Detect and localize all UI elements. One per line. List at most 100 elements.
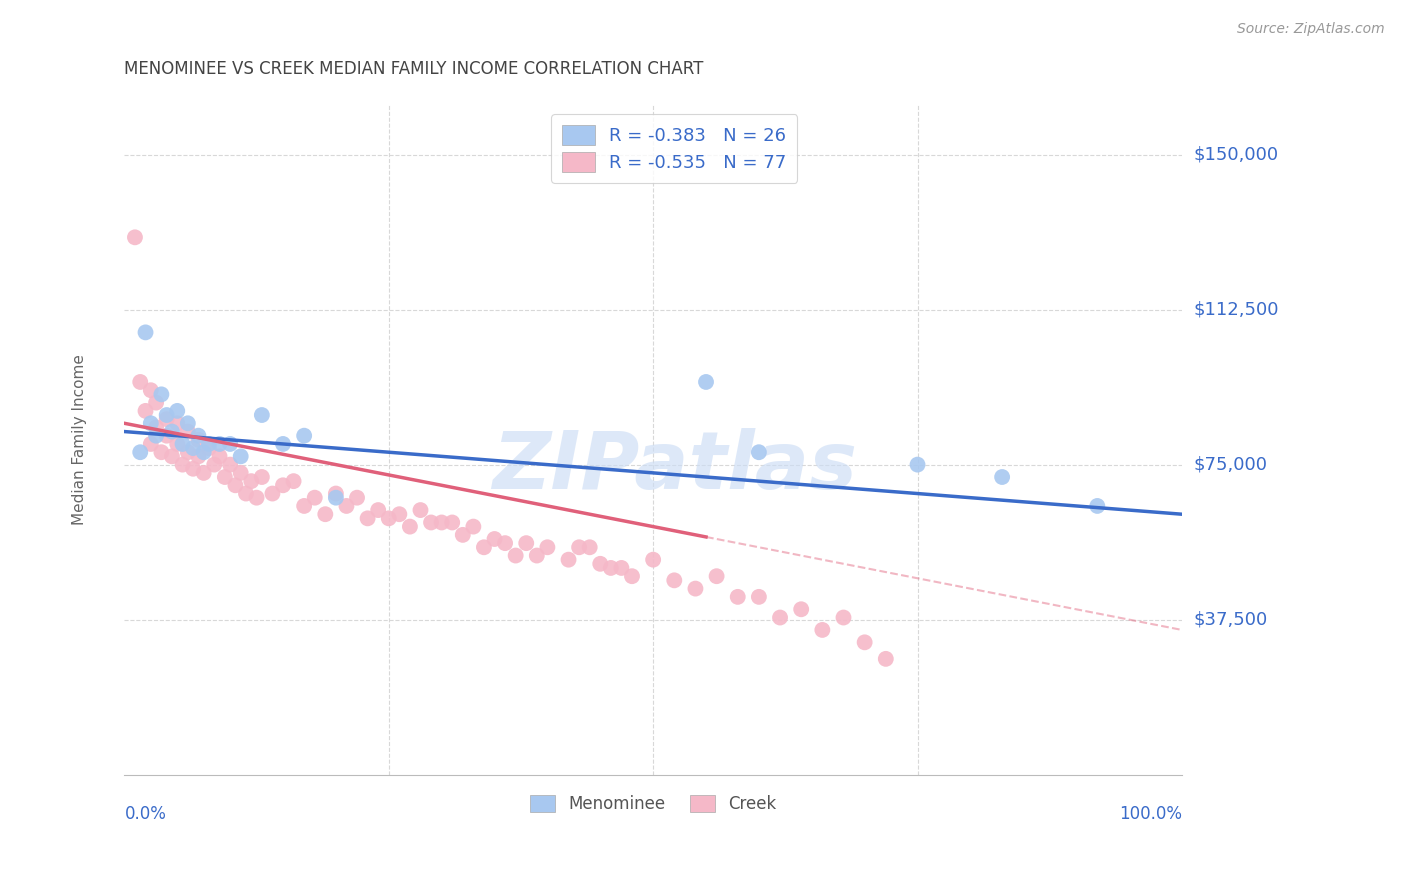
Point xyxy=(620,569,643,583)
Point xyxy=(335,499,357,513)
Point xyxy=(1085,499,1108,513)
Text: $150,000: $150,000 xyxy=(1194,145,1278,163)
Point xyxy=(526,549,548,563)
Point xyxy=(150,387,173,401)
Point xyxy=(219,437,242,451)
Point xyxy=(409,503,432,517)
Point xyxy=(536,541,558,555)
Point xyxy=(135,326,157,340)
Point xyxy=(145,428,167,442)
Point xyxy=(292,428,315,442)
Point xyxy=(172,458,194,472)
Point xyxy=(378,511,401,525)
Point xyxy=(853,635,876,649)
Point xyxy=(229,450,252,464)
Point xyxy=(166,437,188,451)
Point xyxy=(219,458,242,472)
Point xyxy=(907,458,929,472)
Point xyxy=(283,474,305,488)
Point xyxy=(156,428,179,442)
Point xyxy=(240,474,263,488)
Point xyxy=(346,491,368,505)
Point xyxy=(139,417,162,431)
Point xyxy=(991,470,1014,484)
Point xyxy=(181,441,204,455)
Point xyxy=(292,499,315,513)
Point xyxy=(451,528,474,542)
Point xyxy=(304,491,326,505)
Point xyxy=(790,602,813,616)
Point xyxy=(208,437,231,451)
Point xyxy=(198,437,221,451)
Point xyxy=(214,470,236,484)
Point xyxy=(367,503,389,517)
Point xyxy=(748,445,770,459)
Point xyxy=(441,516,464,530)
Point xyxy=(150,445,173,459)
Point xyxy=(685,582,707,596)
Point xyxy=(245,491,267,505)
Point xyxy=(610,561,633,575)
Point xyxy=(706,569,728,583)
Point xyxy=(250,470,273,484)
Point xyxy=(599,561,621,575)
Point xyxy=(875,652,897,666)
Point xyxy=(769,610,792,624)
Point xyxy=(832,610,855,624)
Point xyxy=(172,437,194,451)
Point xyxy=(187,428,209,442)
Point xyxy=(463,519,485,533)
Point xyxy=(156,408,179,422)
Text: MENOMINEE VS CREEK MEDIAN FAMILY INCOME CORRELATION CHART: MENOMINEE VS CREEK MEDIAN FAMILY INCOME … xyxy=(124,61,704,78)
Point xyxy=(193,445,215,459)
Point xyxy=(314,507,336,521)
Point xyxy=(208,450,231,464)
Point xyxy=(187,433,209,447)
Point xyxy=(262,486,284,500)
Point xyxy=(124,230,146,244)
Point xyxy=(325,486,347,500)
Text: $112,500: $112,500 xyxy=(1194,301,1278,318)
Point xyxy=(187,450,209,464)
Point xyxy=(229,466,252,480)
Point xyxy=(557,552,579,566)
Point xyxy=(727,590,749,604)
Point xyxy=(643,552,665,566)
Point xyxy=(494,536,516,550)
Legend: Menominee, Creek: Menominee, Creek xyxy=(523,789,783,820)
Point xyxy=(325,491,347,505)
Point xyxy=(166,417,188,431)
Point xyxy=(202,458,225,472)
Point xyxy=(388,507,411,521)
Point xyxy=(748,590,770,604)
Point xyxy=(578,541,600,555)
Point xyxy=(145,420,167,434)
Point xyxy=(399,519,422,533)
Point xyxy=(160,425,183,439)
Text: $37,500: $37,500 xyxy=(1194,611,1267,629)
Point xyxy=(250,408,273,422)
Point xyxy=(129,445,152,459)
Point xyxy=(177,445,200,459)
Point xyxy=(166,404,188,418)
Point xyxy=(271,478,294,492)
Point xyxy=(472,541,495,555)
Point xyxy=(177,425,200,439)
Point xyxy=(135,404,157,418)
Point xyxy=(139,437,162,451)
Point xyxy=(356,511,378,525)
Point xyxy=(430,516,453,530)
Point xyxy=(156,412,179,426)
Text: $75,000: $75,000 xyxy=(1194,456,1267,474)
Point xyxy=(129,375,152,389)
Text: ZIPatlas: ZIPatlas xyxy=(492,427,856,506)
Point xyxy=(484,532,506,546)
Point xyxy=(198,441,221,455)
Point xyxy=(664,574,686,588)
Point xyxy=(177,417,200,431)
Text: 0.0%: 0.0% xyxy=(124,805,166,822)
Point xyxy=(235,486,257,500)
Point xyxy=(224,478,246,492)
Point xyxy=(271,437,294,451)
Point xyxy=(589,557,612,571)
